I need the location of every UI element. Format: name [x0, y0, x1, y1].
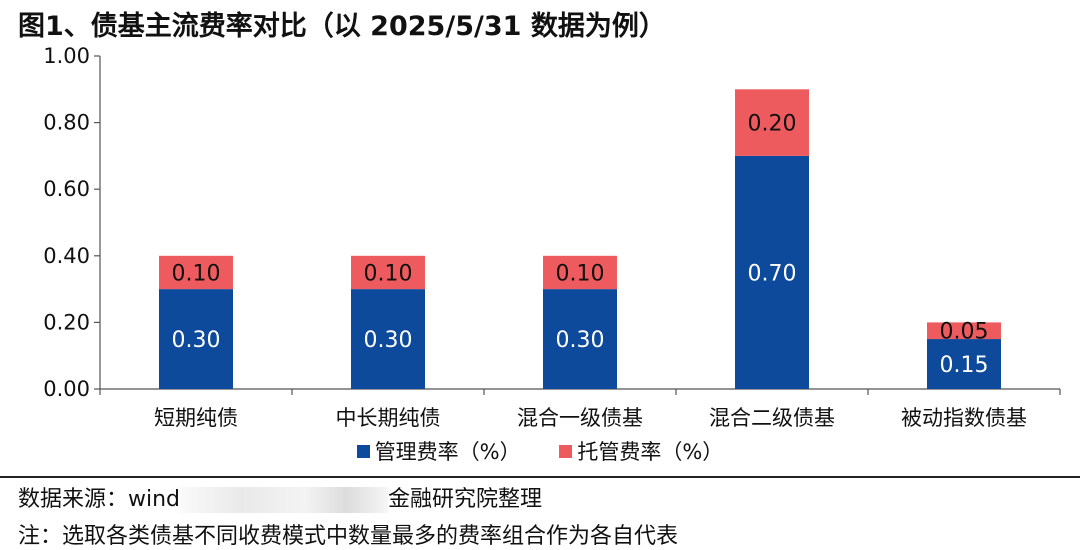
bar-management: [159, 289, 233, 389]
data-label-custody: 0.05: [940, 320, 989, 345]
footnote: 注：选取各类债基不同收费模式中数量最多的费率组合作为各自代表: [18, 524, 679, 549]
y-tick-label: 0.40: [43, 244, 90, 268]
y-tick-label: 0.20: [43, 310, 90, 334]
data-label-custody: 0.10: [556, 261, 605, 286]
legend-item-custody: 托管费率（%）: [559, 436, 723, 466]
x-category-label: 短期纯债: [154, 406, 238, 430]
bar-management: [543, 289, 617, 389]
bar-management: [351, 289, 425, 389]
x-category-label: 被动指数债基: [901, 406, 1027, 430]
bar-management: [927, 339, 1001, 389]
source-prefix: 数据来源：wind: [18, 487, 181, 512]
legend-item-management: 管理费率（%）: [356, 436, 521, 466]
bar-custody: [735, 89, 809, 156]
y-tick-label: 1.00: [43, 44, 90, 68]
data-label-management: 0.30: [364, 328, 413, 353]
y-tick-label: 0.80: [43, 111, 90, 135]
data-label-management: 0.30: [556, 328, 605, 353]
divider-line: [0, 476, 1080, 478]
redacted-watermark: [180, 487, 389, 513]
bar-custody: [927, 322, 1001, 340]
source-line: 数据来源：wind 金融研究院整理: [18, 481, 542, 513]
source-suffix: 金融研究院整理: [388, 487, 543, 512]
legend-swatch-management: [356, 445, 370, 458]
data-label-custody: 0.10: [364, 261, 413, 286]
legend-swatch-custody: [559, 445, 573, 458]
x-category-label: 中长期纯债: [336, 406, 441, 430]
bar-management: [735, 155, 809, 389]
bar-custody: [159, 255, 233, 290]
x-category-label: 混合一级债基: [517, 406, 643, 430]
legend: 管理费率（%） 托管费率（%）: [0, 436, 1080, 466]
bar-custody: [351, 255, 425, 290]
y-tick-label: 0.60: [43, 177, 90, 201]
data-label-management: 0.30: [172, 328, 221, 353]
chart-title: 图1、债基主流费率对比（以 2025/5/31 数据为例）: [18, 11, 666, 42]
stacked-bar-chart: 0.00 0.20 0.40 0.60 0.80 1.00 0.30 0.10 短期纯债 0.30…: [43, 44, 1061, 430]
legend-label-management: 管理费率（%）: [374, 440, 521, 464]
y-tick-label: 0.00: [43, 377, 90, 401]
data-label-management: 0.15: [940, 353, 989, 378]
legend-label-custody: 托管费率（%）: [577, 440, 724, 464]
x-category-label: 混合二级债基: [709, 406, 835, 430]
data-label-management: 0.70: [748, 261, 797, 286]
bar-custody: [543, 255, 617, 290]
data-label-custody: 0.20: [748, 112, 797, 137]
data-label-custody: 0.10: [172, 261, 221, 286]
